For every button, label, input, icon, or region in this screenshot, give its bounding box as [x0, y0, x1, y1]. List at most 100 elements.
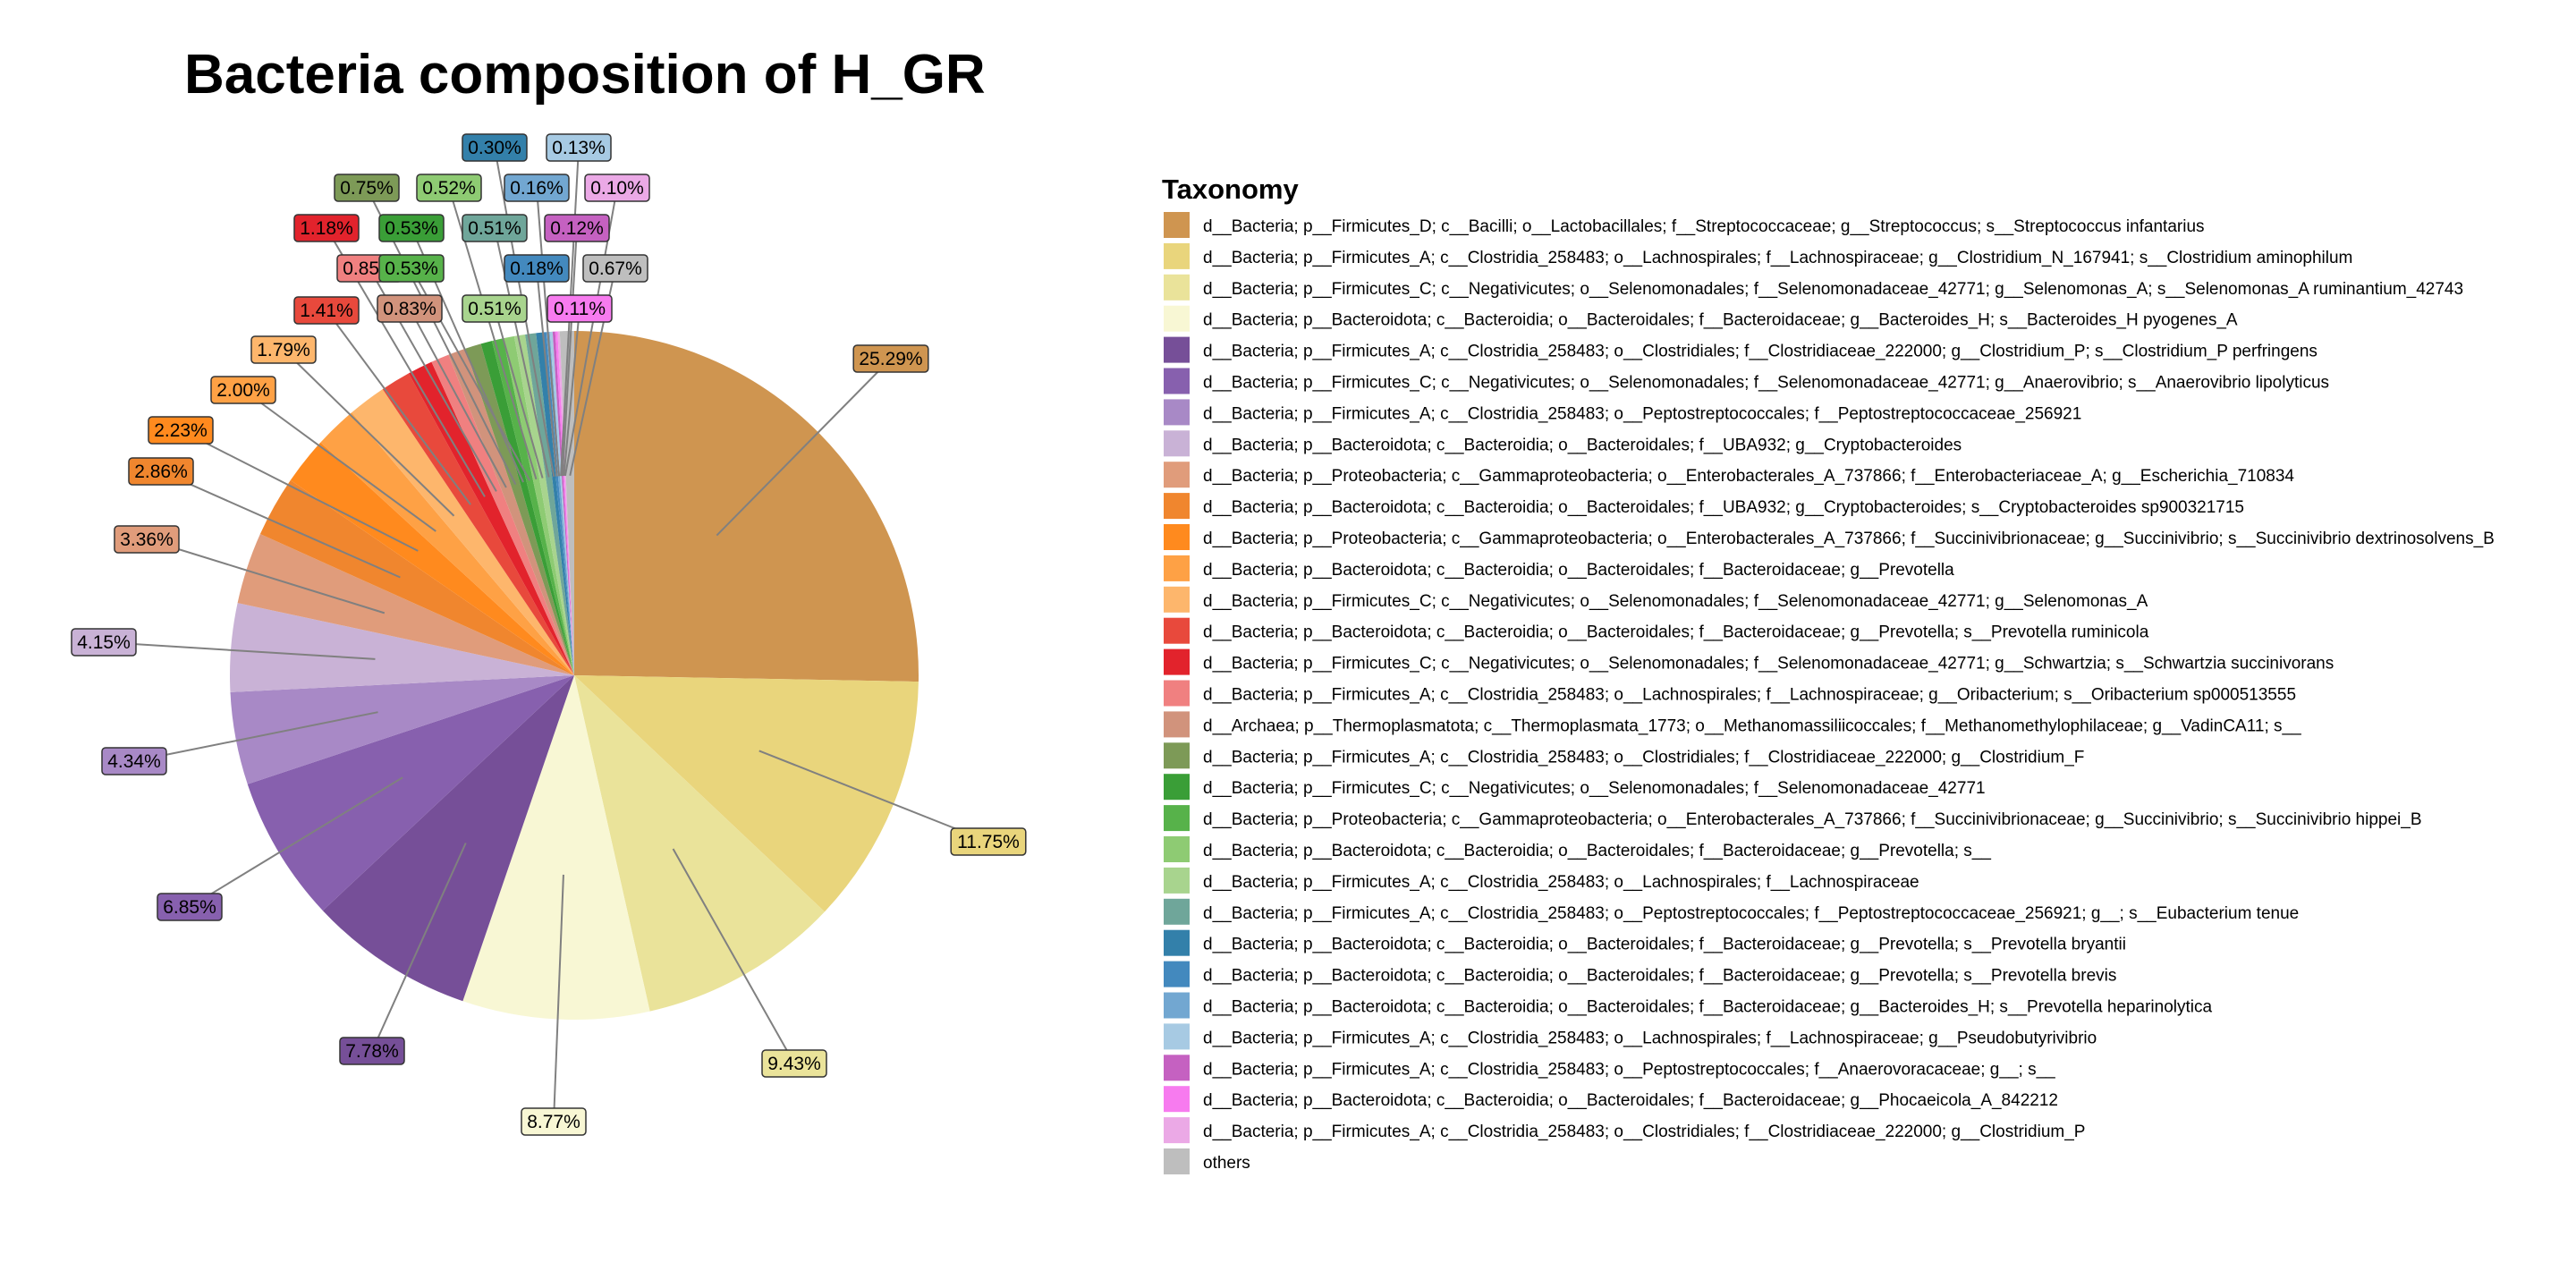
legend-label: d__Archaea; p__Thermoplasmatota; c__Ther…: [1203, 716, 2301, 735]
legend-item: d__Bacteria; p__Bacteroidota; c__Bactero…: [1164, 992, 2212, 1019]
legend-item: d__Bacteria; p__Bacteroidota; c__Bactero…: [1164, 430, 1962, 457]
pie-slice: [247, 675, 574, 911]
legend-swatch: [1164, 242, 1190, 269]
data-label-text: 2.86%: [134, 462, 188, 482]
pie-slice: [408, 361, 574, 675]
leader-line: [189, 776, 403, 908]
data-label-text: 4.15%: [77, 632, 131, 653]
pie-data-labels: 25.29% 11.75% 9.43% 8.77% 7.78% 6.85% 4.34% 4.1…: [71, 133, 1027, 1136]
legend-label: d__Bacteria; p__Bacteroidota; c__Bactero…: [1203, 1091, 2058, 1110]
data-label-box: [462, 133, 528, 162]
data-label-text: 6.85%: [163, 897, 216, 918]
legend-item: d__Bacteria; p__Bacteroidota; c__Bactero…: [1164, 836, 1991, 862]
data-label: 6.85%: [157, 893, 223, 921]
legend-label: d__Bacteria; p__Firmicutes_C; c__Negativ…: [1203, 374, 2329, 393]
legend-swatch: [1164, 493, 1190, 520]
data-label-box: [462, 294, 528, 323]
pie-slice: [382, 373, 574, 675]
legend-label: d__Bacteria; p__Bacteroidota; c__Bactero…: [1203, 967, 2116, 986]
data-label-box: [114, 525, 180, 554]
data-label-text: 0.30%: [468, 138, 521, 158]
pie-slice: [290, 442, 574, 675]
data-label-box: [378, 214, 445, 242]
leader-line: [371, 843, 467, 1052]
data-label-text: 7.78%: [345, 1041, 399, 1062]
data-label: 11.75%: [950, 827, 1027, 856]
leader-line: [553, 874, 564, 1123]
data-label-box: [148, 416, 214, 445]
data-label: 0.16%: [504, 174, 570, 202]
legend-swatch: [1164, 961, 1190, 987]
pie-slice: [536, 332, 574, 675]
data-label: 2.23%: [148, 416, 214, 445]
data-label-box: [950, 827, 1027, 856]
data-label-text: 0.51%: [468, 218, 521, 239]
data-label: 3.36%: [114, 525, 180, 554]
leader-line: [133, 711, 378, 762]
data-label-box: [416, 174, 482, 202]
data-label: 2.86%: [128, 457, 194, 486]
data-label-box: [101, 747, 167, 775]
data-label-box: [761, 1049, 827, 1078]
pie-leader-lines: [103, 147, 989, 1123]
data-label-text: 0.16%: [510, 178, 564, 199]
legend-item: d__Bacteria; p__Bacteroidota; c__Bactero…: [1164, 305, 2238, 332]
legend-label: d__Bacteria; p__Firmicutes_D; c__Bacilli…: [1203, 217, 2205, 236]
data-label-text: 0.83%: [383, 299, 436, 319]
leader-line: [409, 308, 507, 488]
leader-line: [672, 848, 795, 1064]
data-label-box: [250, 335, 317, 364]
legend-swatch: [1164, 430, 1190, 457]
pie-slice: [230, 603, 574, 692]
data-label-box: [293, 214, 360, 242]
legend-swatch: [1164, 336, 1190, 363]
legend-item: d__Bacteria; p__Firmicutes_D; c__Bacilli…: [1164, 212, 2205, 238]
legend-item: d__Bacteria; p__Firmicutes_A; c__Clostri…: [1164, 680, 2296, 707]
pie-slice: [448, 348, 574, 675]
pie-slice: [230, 675, 574, 784]
legend-swatch: [1164, 524, 1190, 550]
data-label-box: [521, 1107, 587, 1136]
data-label-box: [504, 174, 570, 202]
pie-slice: [525, 333, 574, 675]
legend-swatch: [1164, 274, 1190, 301]
legend-swatch: [1164, 555, 1190, 581]
legend-swatch: [1164, 305, 1190, 332]
legend-swatch: [1164, 399, 1190, 426]
legend-swatch: [1164, 462, 1190, 488]
data-label: 0.53%: [378, 214, 445, 242]
pie-slice: [574, 675, 919, 912]
leader-line: [536, 187, 561, 477]
legend-label: d__Bacteria; p__Firmicutes_A; c__Clostri…: [1203, 249, 2352, 267]
data-label: 0.83%: [377, 294, 443, 323]
legend-swatch: [1164, 368, 1190, 394]
data-label: 0.10%: [584, 174, 650, 202]
legend-label: d__Bacteria; p__Bacteroidota; c__Bactero…: [1203, 998, 2212, 1017]
legend-item: d__Bacteria; p__Firmicutes_A; c__Clostri…: [1164, 1055, 2055, 1081]
data-label-text: 11.75%: [957, 832, 1020, 852]
data-label-text: 1.79%: [257, 340, 310, 360]
legend-item: d__Bacteria; p__Bacteroidota; c__Bactero…: [1164, 1086, 2058, 1113]
legend-swatch: [1164, 805, 1190, 832]
legend-label: d__Bacteria; p__Bacteroidota; c__Bactero…: [1203, 311, 2238, 330]
legend-item: d__Bacteria; p__Firmicutes_C; c__Negativ…: [1164, 774, 1986, 801]
legend-label: d__Bacteria; p__Firmicutes_A; c__Clostri…: [1203, 1123, 2085, 1141]
legend-label: d__Bacteria; p__Bacteroidota; c__Bactero…: [1203, 498, 2244, 517]
legend-item: d__Archaea; p__Thermoplasmatota; c__Ther…: [1164, 711, 2301, 738]
pie-slice: [492, 338, 574, 675]
pie-slice: [574, 675, 825, 1012]
data-label-text: 0.13%: [552, 138, 606, 158]
leader-line: [561, 227, 578, 477]
data-label: 1.79%: [250, 335, 317, 364]
pie-slice: [320, 412, 574, 675]
legend-swatch: [1164, 774, 1190, 801]
leader-line: [716, 358, 892, 537]
leader-line: [536, 267, 558, 477]
legend-label: d__Bacteria; p__Proteobacteria; c__Gamma…: [1203, 530, 2495, 548]
legend-swatch: [1164, 867, 1190, 894]
legend-label: d__Bacteria; p__Bacteroidota; c__Bactero…: [1203, 561, 1954, 580]
data-label-box: [71, 628, 137, 657]
chart-title: Bacteria composition of H_GR: [184, 44, 986, 106]
data-label-text: 0.11%: [554, 299, 606, 319]
